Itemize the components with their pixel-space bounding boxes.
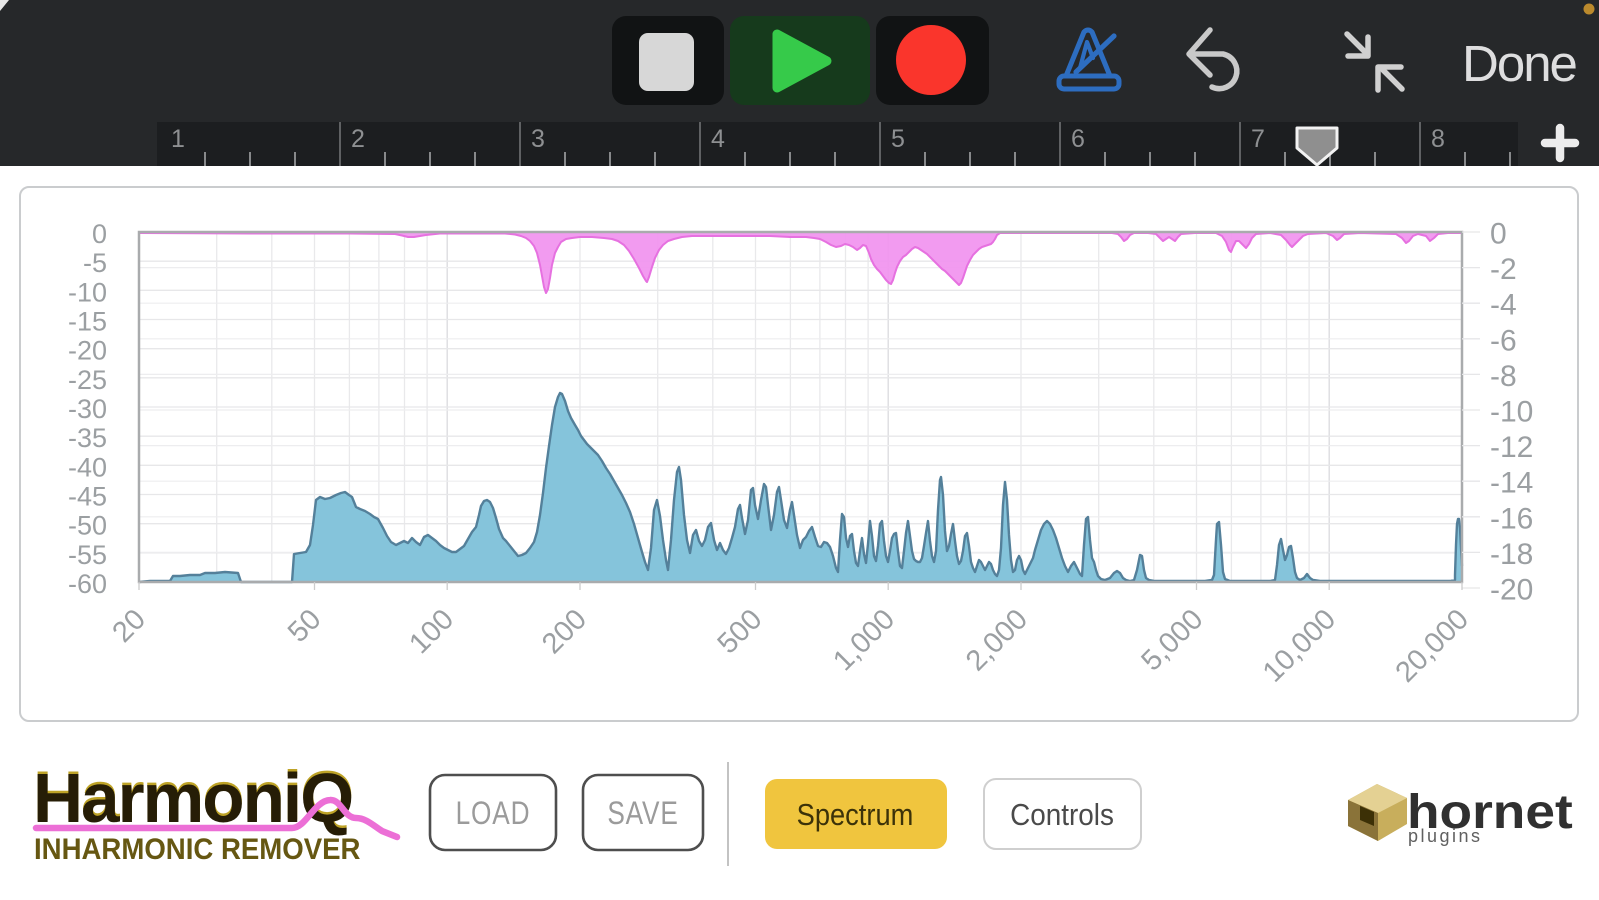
svg-text:20,000: 20,000 <box>1390 603 1475 688</box>
svg-text:-55: -55 <box>68 540 107 570</box>
svg-text:500: 500 <box>712 603 769 660</box>
svg-text:-10: -10 <box>68 277 107 307</box>
svg-text:-10: -10 <box>1490 396 1533 429</box>
svg-text:2: 2 <box>351 125 365 153</box>
svg-text:-25: -25 <box>68 365 107 395</box>
svg-text:-8: -8 <box>1490 360 1517 393</box>
svg-text:SAVE: SAVE <box>607 797 678 832</box>
svg-text:LOAD: LOAD <box>456 797 531 832</box>
svg-text:20: 20 <box>107 603 152 648</box>
svg-text:-35: -35 <box>68 423 107 453</box>
svg-text:-5: -5 <box>83 248 107 278</box>
svg-text:8: 8 <box>1431 125 1445 153</box>
svg-text:-4: -4 <box>1490 289 1517 322</box>
svg-text:-12: -12 <box>1490 431 1533 464</box>
svg-text:-50: -50 <box>68 511 107 541</box>
svg-text:INHARMONIC REMOVER: INHARMONIC REMOVER <box>34 833 361 866</box>
svg-text:-20: -20 <box>68 336 107 366</box>
svg-text:-14: -14 <box>1490 467 1533 500</box>
svg-text:10,000: 10,000 <box>1257 603 1342 688</box>
svg-text:7: 7 <box>1251 125 1265 153</box>
svg-text:5: 5 <box>891 125 905 153</box>
svg-text:-18: -18 <box>1490 538 1533 571</box>
svg-text:1: 1 <box>171 125 185 153</box>
svg-text:-6: -6 <box>1490 324 1517 357</box>
svg-text:100: 100 <box>403 603 460 660</box>
svg-text:-16: -16 <box>1490 502 1533 535</box>
svg-text:-60: -60 <box>68 569 107 599</box>
svg-text:-40: -40 <box>68 452 107 482</box>
svg-text:200: 200 <box>536 603 593 660</box>
svg-text:3: 3 <box>531 125 545 153</box>
svg-text:Spectrum: Spectrum <box>797 798 914 832</box>
svg-text:-30: -30 <box>68 394 107 424</box>
svg-text:Controls: Controls <box>1010 798 1114 833</box>
svg-text:0: 0 <box>1490 218 1507 251</box>
svg-text:-20: -20 <box>1490 574 1533 607</box>
svg-text:0: 0 <box>92 219 107 249</box>
svg-text:5,000: 5,000 <box>1136 603 1210 677</box>
svg-text:-45: -45 <box>68 482 107 512</box>
svg-text:hornet: hornet <box>1407 784 1573 838</box>
svg-text:Done: Done <box>1462 35 1577 92</box>
svg-text:-2: -2 <box>1490 253 1517 286</box>
svg-text:2,000: 2,000 <box>960 603 1034 677</box>
svg-text:4: 4 <box>711 125 725 153</box>
svg-text:-15: -15 <box>68 307 107 337</box>
svg-text:50: 50 <box>282 603 327 648</box>
svg-text:6: 6 <box>1071 125 1085 153</box>
svg-text:1,000: 1,000 <box>827 603 901 677</box>
svg-text:plugins: plugins <box>1408 826 1483 846</box>
